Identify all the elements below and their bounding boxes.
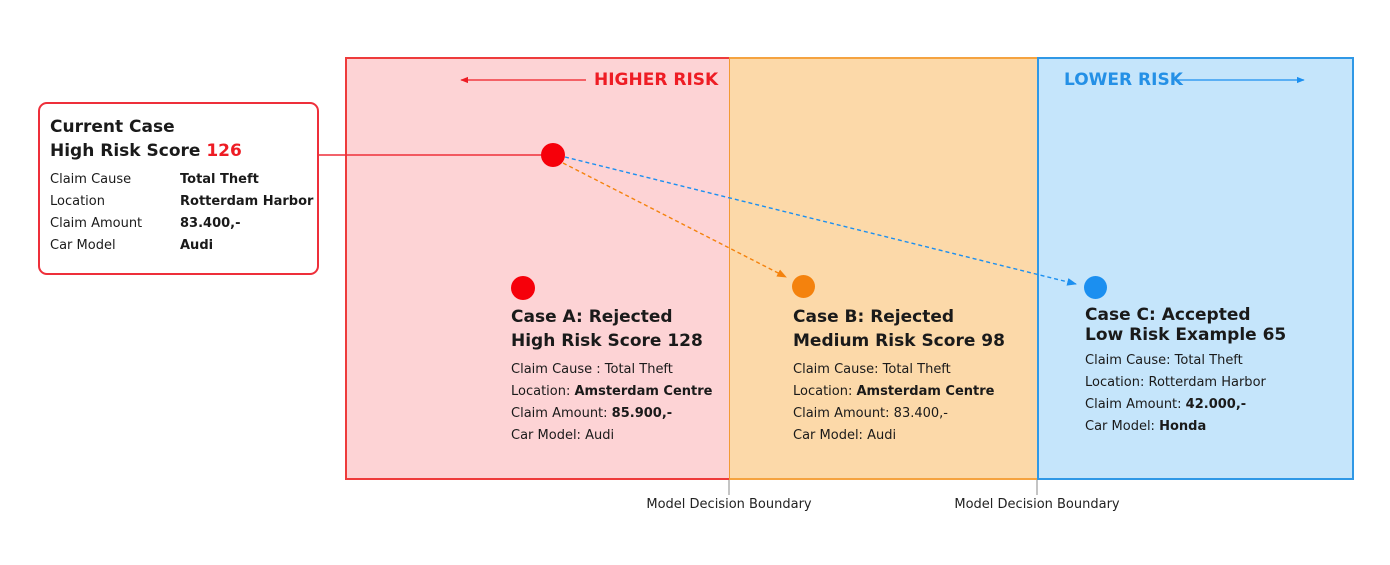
current-case-score-value: 126	[206, 141, 242, 161]
case-row: Claim Amount: 42.000,-	[1085, 394, 1286, 416]
current-case-row: Location Rotterdam Harbor	[50, 191, 317, 213]
row-value: Total Theft	[180, 172, 259, 187]
current-case-row: Claim Amount 83.400,-	[50, 213, 317, 235]
row-key: Car Model:	[1085, 419, 1160, 434]
row-value: Honda	[1159, 419, 1207, 434]
lower-risk-label: LOWER RISK	[1064, 70, 1183, 90]
case-title: Case B: Rejected	[793, 307, 955, 327]
case-b-card: Case B: Rejected Medium Risk Score 98 Cl…	[793, 305, 1005, 447]
case-title: Case C: Accepted	[1085, 305, 1251, 325]
case-row: Claim Amount: 85.900,-	[511, 403, 713, 425]
case-score: High Risk Score 128	[511, 331, 703, 351]
row-value: Amsterdam Centre	[856, 384, 995, 399]
decision-boundary-label: Model Decision Boundary	[646, 497, 812, 512]
row-key: Location:	[1085, 375, 1149, 390]
current-case-score-line: High Risk Score 126	[50, 139, 317, 163]
current-case-dot	[541, 143, 565, 167]
row-value: Rotterdam Harbor	[1148, 375, 1266, 390]
higher-risk-label: HIGHER RISK	[594, 70, 719, 90]
case-score: Low Risk Example 65	[1085, 325, 1287, 345]
case-row: Car Model: Audi	[511, 425, 713, 447]
case-row: Claim Cause : Total Theft	[511, 359, 713, 381]
row-value: Audi	[867, 428, 897, 443]
row-key: Claim Amount	[50, 216, 143, 231]
current-case-score-label: High Risk Score	[50, 141, 201, 161]
row-key: Claim Cause:	[1085, 353, 1175, 368]
current-case-row: Car Model Audi	[50, 235, 317, 257]
case-title: Case A: Rejected	[511, 307, 673, 327]
row-value: Total Theft	[882, 362, 951, 377]
row-value: Total Theft	[604, 362, 673, 377]
row-value: 83.400,-	[180, 216, 241, 231]
row-key: Claim Amount:	[511, 406, 612, 421]
case-row: Claim Amount: 83.400,-	[793, 403, 1005, 425]
row-value: Rotterdam Harbor	[180, 194, 314, 209]
current-case-card: Current Case High Risk Score 126 Claim C…	[38, 102, 319, 275]
case-row: Location: Amsterdam Centre	[793, 381, 1005, 403]
current-case-title: Current Case	[50, 117, 175, 137]
row-key: Car Model:	[511, 428, 586, 443]
row-key: Claim Cause :	[511, 362, 605, 377]
row-key: Claim Cause	[50, 172, 132, 187]
lower-risk-zone	[1037, 57, 1354, 480]
row-value: Audi	[585, 428, 615, 443]
case-row: Location: Amsterdam Centre	[511, 381, 713, 403]
current-case-row: Claim Cause Total Theft	[50, 169, 317, 191]
row-key: Location:	[511, 384, 575, 399]
case-row: Claim Cause: Total Theft	[793, 359, 1005, 381]
row-value: Audi	[180, 238, 214, 253]
row-key: Car Model:	[793, 428, 868, 443]
case-row: Claim Cause: Total Theft	[1085, 350, 1286, 372]
row-key: Location	[50, 194, 105, 209]
case-row: Car Model: Audi	[793, 425, 1005, 447]
case-row: Car Model: Honda	[1085, 416, 1286, 438]
row-key: Claim Amount:	[1085, 397, 1186, 412]
row-key: Claim Cause:	[793, 362, 883, 377]
case-c-dot	[1084, 276, 1107, 299]
case-c-card: Case C: Accepted Low Risk Example 65 Cla…	[1085, 305, 1286, 438]
row-value: Total Theft	[1174, 353, 1243, 368]
case-row: Location: Rotterdam Harbor	[1085, 372, 1286, 394]
row-key: Claim Amount:	[793, 406, 894, 421]
row-value: 85.900,-	[611, 406, 673, 421]
case-b-dot	[792, 275, 815, 298]
row-value: Amsterdam Centre	[574, 384, 713, 399]
row-value: 42.000,-	[1185, 397, 1247, 412]
case-score: Medium Risk Score 98	[793, 331, 1005, 351]
case-a-card: Case A: Rejected High Risk Score 128 Cla…	[511, 305, 713, 447]
row-key: Location:	[793, 384, 857, 399]
case-a-dot	[511, 276, 535, 300]
row-key: Car Model	[50, 238, 116, 253]
row-value: 83.400,-	[893, 406, 948, 421]
decision-boundary-label: Model Decision Boundary	[954, 497, 1120, 512]
